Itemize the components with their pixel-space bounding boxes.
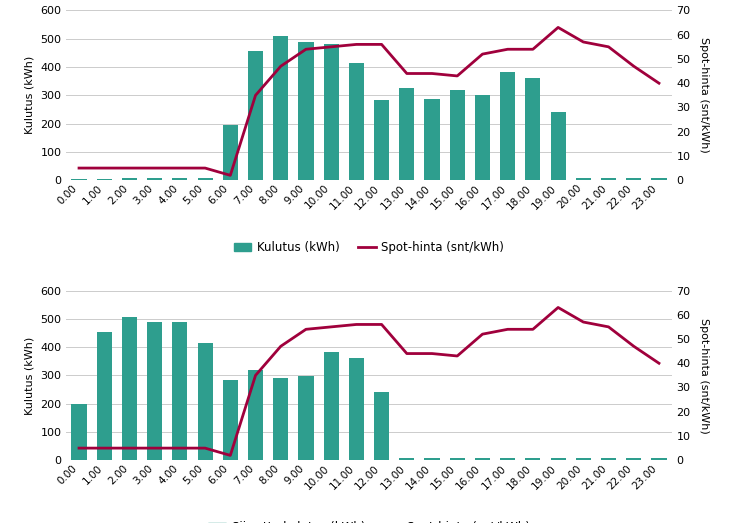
Bar bbox=[298, 376, 314, 460]
Y-axis label: Kulutus (kWh): Kulutus (kWh) bbox=[25, 336, 35, 415]
Bar bbox=[374, 100, 389, 180]
Bar bbox=[223, 380, 238, 460]
Bar bbox=[475, 95, 490, 180]
Bar bbox=[324, 44, 339, 180]
Bar bbox=[72, 179, 86, 180]
Bar bbox=[173, 178, 187, 180]
Bar bbox=[147, 322, 162, 460]
Legend: Kulutus (kWh), Spot-hinta (snt/kWh): Kulutus (kWh), Spot-hinta (snt/kWh) bbox=[229, 237, 509, 259]
Bar bbox=[349, 63, 364, 180]
Bar bbox=[424, 458, 440, 460]
Bar bbox=[576, 458, 591, 460]
Legend: Siirretty kulutus (kWh), Spot-hinta (snt/kWh): Siirretty kulutus (kWh), Spot-hinta (snt… bbox=[204, 517, 534, 523]
Y-axis label: Kulutus (kWh): Kulutus (kWh) bbox=[25, 56, 35, 134]
Y-axis label: Spot-hinta (snt/kWh): Spot-hinta (snt/kWh) bbox=[699, 317, 708, 433]
Bar bbox=[122, 178, 137, 180]
Bar bbox=[399, 458, 415, 460]
Bar bbox=[147, 178, 162, 180]
Bar bbox=[273, 37, 289, 180]
Bar bbox=[449, 458, 465, 460]
Bar bbox=[551, 112, 566, 180]
Bar bbox=[198, 178, 213, 180]
Bar bbox=[601, 458, 616, 460]
Bar bbox=[627, 178, 641, 180]
Bar bbox=[424, 99, 440, 180]
Bar bbox=[298, 41, 314, 180]
Bar bbox=[374, 392, 389, 460]
Bar bbox=[525, 78, 540, 180]
Bar bbox=[627, 458, 641, 460]
Bar bbox=[248, 51, 263, 180]
Bar bbox=[576, 178, 591, 180]
Bar bbox=[97, 179, 112, 180]
Bar bbox=[122, 317, 137, 460]
Bar bbox=[97, 332, 112, 460]
Bar bbox=[601, 178, 616, 180]
Bar bbox=[525, 458, 540, 460]
Bar bbox=[551, 458, 566, 460]
Bar bbox=[223, 125, 238, 180]
Bar bbox=[173, 323, 187, 460]
Bar bbox=[198, 344, 213, 460]
Bar bbox=[273, 378, 289, 460]
Bar bbox=[500, 458, 515, 460]
Bar bbox=[324, 352, 339, 460]
Y-axis label: Spot-hinta (snt/kWh): Spot-hinta (snt/kWh) bbox=[699, 38, 708, 153]
Bar bbox=[500, 72, 515, 180]
Bar bbox=[652, 178, 666, 180]
Bar bbox=[449, 89, 465, 180]
Bar bbox=[248, 370, 263, 460]
Bar bbox=[72, 404, 86, 460]
Bar bbox=[652, 458, 666, 460]
Bar bbox=[475, 458, 490, 460]
Bar bbox=[349, 358, 364, 460]
Bar bbox=[399, 88, 415, 180]
